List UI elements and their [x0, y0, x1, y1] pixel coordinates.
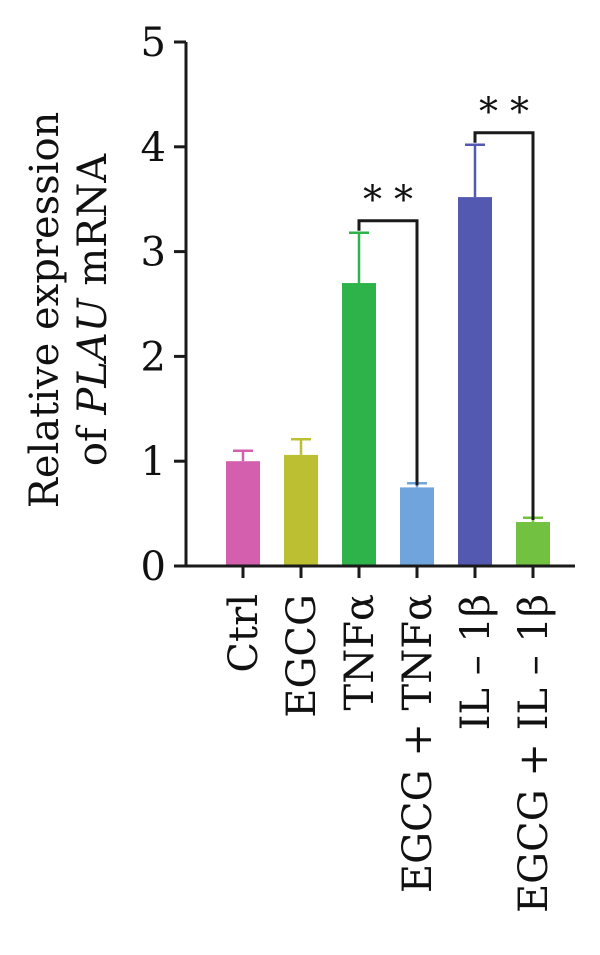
y-axis-label-suffix: mRNA [70, 153, 116, 299]
y-tick-label: 5 [141, 20, 166, 66]
y-axis-label-line1: Relative expression [22, 112, 68, 509]
y-tick-label: 0 [141, 544, 166, 590]
y-tick-label: 4 [141, 125, 166, 171]
x-tick-label: EGCG + IL – 1β [511, 594, 557, 913]
error-bar [349, 231, 369, 284]
bar [400, 487, 434, 566]
error-bar [291, 437, 311, 455]
error-bar [465, 143, 485, 198]
svg-text:of PLAU mRNA: of PLAU mRNA [70, 153, 116, 466]
x-tick-label: TNFα [337, 594, 383, 710]
significance-label: * * [479, 90, 529, 134]
y-axis: 0 1 2 3 4 5 [141, 20, 188, 590]
x-tick-label: IL – 1β [453, 594, 499, 730]
bar [342, 283, 376, 566]
x-tick-label: EGCG [279, 594, 325, 718]
bracket-line [473, 131, 535, 520]
x-tick-label: Ctrl [221, 594, 267, 673]
y-axis-label-prefix: of [70, 415, 116, 467]
significance-bracket: * * [357, 178, 419, 486]
svg-text:Relative expression: Relative expression [22, 112, 68, 509]
bar [458, 197, 492, 566]
y-axis-label-gene: PLAU [70, 297, 116, 415]
bar [516, 521, 550, 566]
x-axis: Ctrl EGCG TNFα EGCG + TNFα IL – 1β EGCG + IL … [184, 564, 575, 913]
y-tick-label: 3 [141, 230, 166, 276]
y-axis-label: Relative expression of PLAU mRNA [22, 112, 116, 509]
significance-bracket: * * [473, 90, 535, 520]
bars [226, 197, 550, 566]
x-tick-label: EGCG + TNFα [395, 594, 441, 893]
bracket-line [357, 219, 419, 486]
error-bar [233, 449, 253, 462]
y-tick-label: 2 [141, 334, 166, 380]
significance-brackets: * * * * [357, 90, 535, 520]
y-tick-label: 1 [141, 439, 166, 485]
bar [284, 454, 318, 566]
significance-label: * * [363, 178, 413, 222]
bar [226, 461, 260, 566]
